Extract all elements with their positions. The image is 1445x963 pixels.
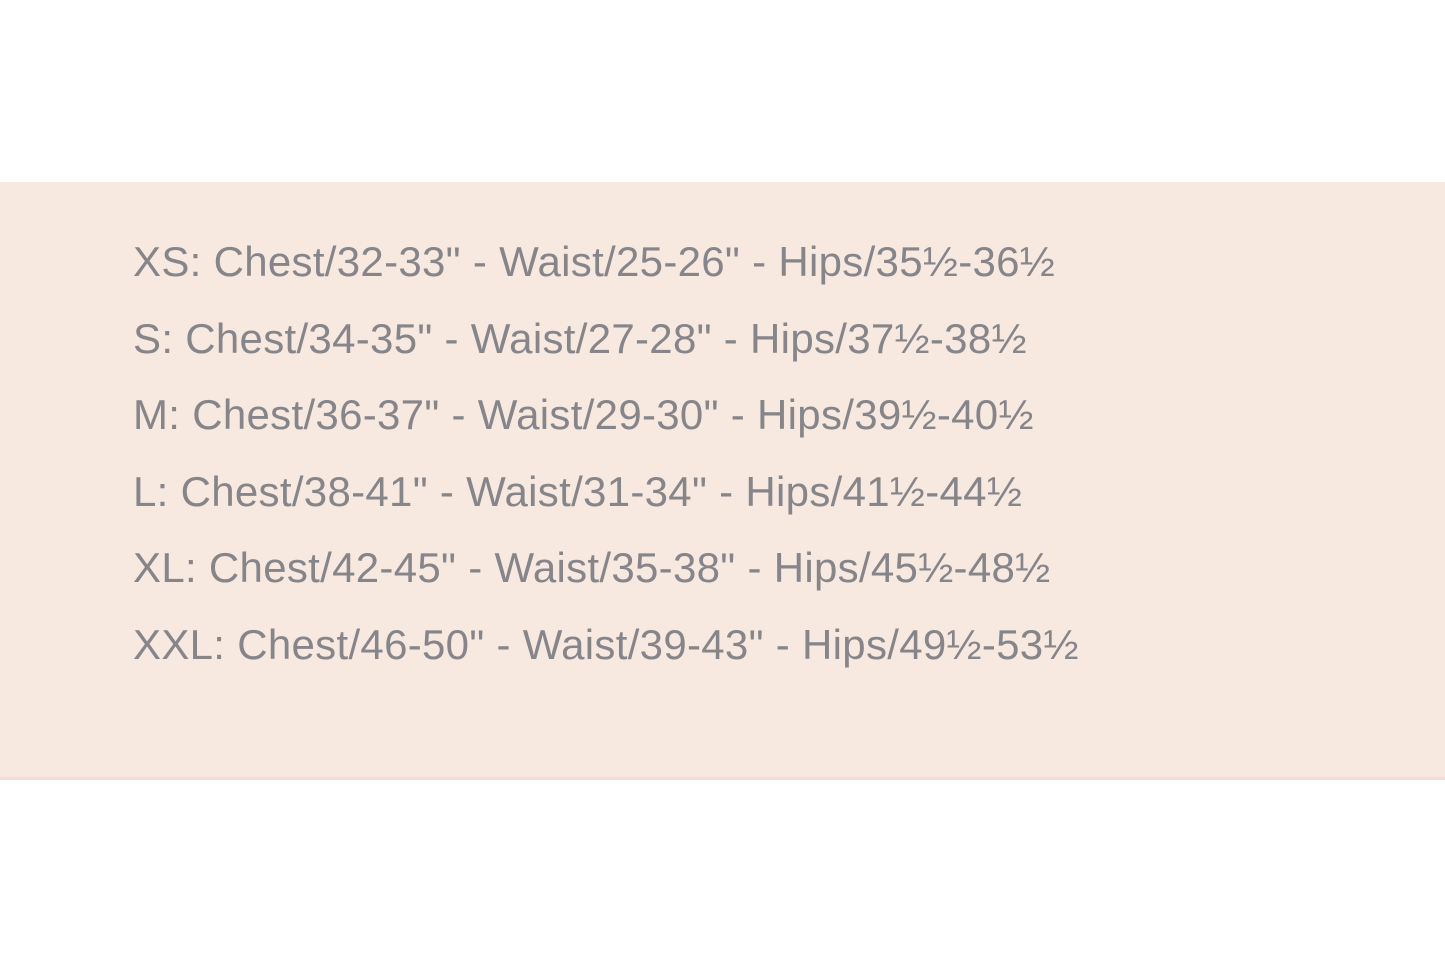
size-row-xxl: XXL: Chest/46-50" - Waist/39-43" - Hips/… [133, 620, 1079, 668]
size-row-xs: XS: Chest/32-33" - Waist/25-26" - Hips/3… [133, 238, 1056, 285]
size-row-xl: XL: Chest/42-45" - Waist/35-38" - Hips/4… [133, 544, 1051, 591]
size-chart-list: XS: Chest/32-33" - Waist/25-26" - Hips/3… [133, 224, 1079, 683]
size-row-m: M: Chest/36-37" - Waist/29-30" - Hips/39… [133, 391, 1034, 438]
size-row-s: S: Chest/34-35" - Waist/27-28" - Hips/37… [133, 314, 1027, 362]
size-chart-panel: XS: Chest/32-33" - Waist/25-26" - Hips/3… [0, 182, 1445, 780]
size-row-l: L: Chest/38-41" - Waist/31-34" - Hips/41… [133, 467, 1023, 515]
